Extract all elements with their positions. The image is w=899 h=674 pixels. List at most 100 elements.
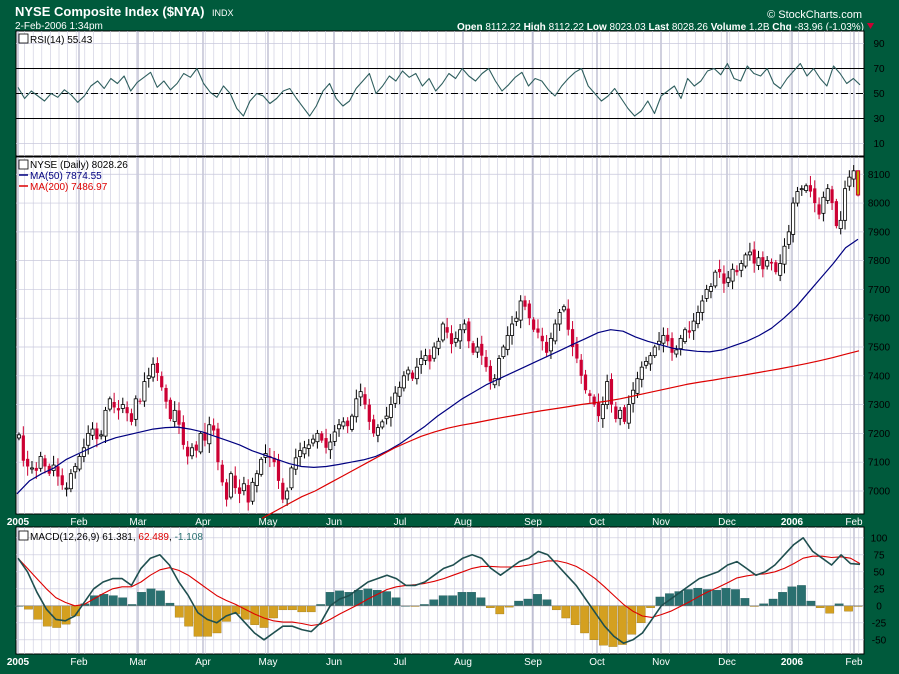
candle-body	[142, 381, 147, 402]
candle-body	[635, 378, 640, 394]
x-tick-label: 2006	[781, 657, 804, 668]
candle-body	[683, 329, 688, 342]
x-tick-label: Dec	[718, 657, 736, 668]
candle-body	[186, 446, 190, 457]
candle-body	[146, 375, 151, 379]
candle-body	[440, 323, 445, 341]
candle-body	[358, 391, 363, 398]
candle-body	[661, 335, 666, 344]
x-tick-label: Sep	[524, 517, 542, 528]
candle-body	[752, 249, 756, 264]
y-tick-label: 7100	[868, 458, 891, 469]
candle-body	[830, 189, 834, 204]
histogram-bar	[617, 605, 627, 645]
candle-body	[350, 415, 355, 430]
candle-body	[700, 300, 705, 313]
candle-body	[799, 188, 804, 191]
candle-body	[410, 372, 415, 379]
candle-body	[523, 300, 527, 307]
candle-body	[203, 432, 207, 441]
candle-body	[86, 432, 91, 446]
candle-body	[605, 381, 610, 405]
candle-body	[449, 333, 454, 345]
histogram-bar	[391, 597, 401, 606]
candle-body	[155, 363, 159, 373]
candle-body	[397, 386, 402, 397]
histogram-bar	[570, 605, 580, 625]
candle-body	[726, 277, 731, 283]
signal-line	[17, 555, 861, 627]
histogram-bar	[608, 605, 618, 647]
candle-body	[328, 441, 333, 451]
histogram-bar	[108, 595, 118, 606]
x-tick-label: May	[259, 517, 278, 528]
histogram-bar	[712, 590, 721, 606]
candle-body	[380, 421, 385, 428]
histogram-bar	[787, 586, 797, 606]
y-tick-label: 25	[873, 584, 885, 595]
candle-body	[21, 435, 25, 461]
candle-body	[518, 300, 523, 321]
candle-body	[189, 447, 194, 457]
volume-label: Volume	[711, 22, 747, 33]
candle-body	[786, 231, 791, 245]
x-tick-label: Apr	[195, 657, 211, 668]
candle-body	[138, 400, 142, 402]
candle-body	[56, 466, 60, 477]
price-legend: NYSE (Daily) 8028.26	[30, 160, 128, 171]
histogram-bar	[467, 592, 476, 606]
high-label: High	[524, 22, 546, 33]
candle-body	[843, 188, 848, 221]
histogram-bar	[61, 605, 71, 625]
x-tick-label: Jun	[326, 657, 342, 668]
candle-body	[68, 473, 73, 490]
candle-body	[575, 343, 579, 359]
x-tick-label: 2005	[7, 517, 30, 528]
histogram-bar	[382, 591, 392, 606]
candle-body	[241, 483, 246, 492]
candle-body	[847, 176, 852, 187]
candle-body	[600, 404, 605, 420]
histogram-bar	[797, 585, 806, 606]
x-tick-label: 2005	[7, 657, 30, 668]
candle-body	[488, 365, 492, 382]
histogram-bar	[156, 590, 165, 606]
y-tick-label: 30	[873, 114, 885, 125]
candle-body	[103, 409, 108, 437]
histogram-bar	[99, 594, 109, 606]
candle-body	[164, 387, 168, 402]
candle-body	[194, 444, 198, 451]
candle-body	[16, 434, 21, 439]
candle-body	[458, 329, 463, 342]
candle-body	[774, 262, 778, 273]
histogram-bar	[297, 605, 307, 613]
x-tick-label: Jul	[394, 517, 407, 528]
low-value: 8023.03	[610, 22, 647, 33]
macd-legend: MACD(12,26,9) 61.381, 62.489, -1.108	[30, 532, 203, 543]
x-tick-label: Feb	[845, 657, 863, 668]
candle-body	[588, 393, 592, 396]
candle-body	[548, 337, 553, 352]
macd-legend-macd: MACD(12,26,9) 61.381	[30, 532, 133, 543]
candle-body	[678, 337, 683, 350]
histogram-bar	[33, 605, 43, 620]
x-tick-label: Sep	[524, 657, 542, 668]
candle-body	[168, 399, 172, 419]
histogram-bar	[580, 605, 589, 634]
x-tick-label: Feb	[845, 517, 863, 528]
histogram-bar	[118, 597, 128, 606]
x-tick-label: Jun	[326, 517, 342, 528]
candle-body	[687, 330, 691, 333]
candle-body	[198, 432, 203, 453]
quote-line: Open 8112.22 High 8112.22 Low 8023.03 La…	[457, 22, 864, 33]
candle-body	[813, 188, 817, 204]
candle-body	[388, 404, 393, 418]
y-tick-label: 100	[871, 533, 888, 544]
x-tick-label: Aug	[454, 517, 472, 528]
price-panel	[15, 156, 865, 515]
candle-body	[618, 409, 623, 419]
last-label: Last	[648, 22, 669, 33]
candle-body	[722, 273, 726, 284]
candle-body	[423, 355, 428, 361]
histogram-bar	[731, 589, 740, 606]
